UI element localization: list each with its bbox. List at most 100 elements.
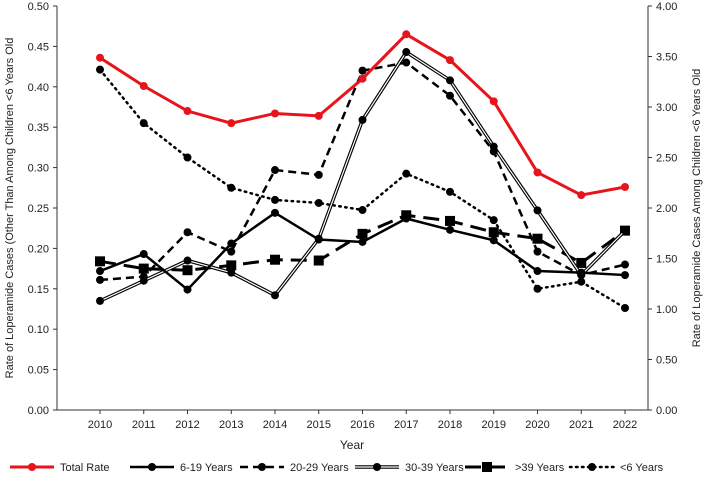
y-tick-label: 0.20: [28, 243, 49, 255]
data-point: [183, 153, 192, 162]
x-axis-label: Year: [340, 438, 364, 452]
data-point: [314, 235, 323, 244]
legend-item: >39 Years: [465, 462, 565, 474]
data-point: [358, 66, 367, 75]
x-tick-label: 2022: [613, 419, 637, 431]
data-point: [139, 81, 148, 90]
data-point: [314, 198, 323, 207]
data-point: [227, 247, 236, 256]
data-point: [271, 208, 279, 217]
data-point: [533, 284, 542, 293]
y-tick-label: 0.50: [28, 1, 49, 13]
legend-marker: [258, 463, 266, 471]
series-6-19-years: [96, 208, 629, 294]
y-tick-label: 0.05: [28, 365, 49, 377]
data-point: [533, 247, 542, 256]
legend-marker: [373, 463, 381, 471]
y-tick-label: 0.15: [28, 284, 49, 296]
data-point: [621, 260, 629, 269]
x-tick-label: 2020: [525, 419, 549, 431]
legend-label: 6-19 Years: [180, 462, 233, 474]
data-point: [96, 267, 104, 276]
series-20-29-years: [96, 58, 629, 284]
data-point: [577, 191, 586, 200]
y-tick-label: 0.45: [28, 41, 49, 53]
legend-item: 30-39 Years: [355, 462, 464, 474]
legend-label: Total Rate: [60, 462, 110, 474]
data-point: [621, 303, 629, 312]
y2-tick-label: 1.50: [656, 254, 677, 266]
data-point: [227, 239, 236, 248]
series-line: [99, 32, 626, 197]
data-point: [576, 257, 587, 268]
data-point: [139, 272, 148, 281]
data-point: [96, 275, 104, 284]
data-point: [489, 147, 498, 156]
x-tick-label: 2015: [307, 419, 331, 431]
legend-item: Total Rate: [10, 462, 110, 474]
data-point: [139, 250, 148, 259]
data-point: [227, 268, 236, 277]
data-point: [402, 214, 411, 223]
data-point: [314, 170, 323, 179]
x-tick-label: 2014: [263, 419, 287, 431]
data-point: [357, 228, 368, 239]
series--6-years: [96, 65, 629, 312]
data-point: [577, 277, 586, 286]
y2-tick-label: 2.50: [656, 153, 677, 165]
data-point: [139, 119, 148, 128]
data-point: [446, 76, 454, 85]
y-tick-label: 0.35: [28, 122, 49, 134]
data-point: [182, 265, 193, 276]
x-tick-label: 2017: [394, 419, 418, 431]
y2-tick-label: 3.50: [656, 52, 677, 64]
data-point: [446, 187, 454, 196]
x-tick-label: 2019: [482, 419, 506, 431]
data-point: [489, 236, 498, 245]
x-tick-label: 2016: [350, 419, 374, 431]
data-point: [533, 267, 542, 276]
data-point: [358, 74, 367, 83]
legend-marker: [28, 463, 36, 471]
x-tick-label: 2013: [219, 419, 243, 431]
data-point: [314, 111, 323, 120]
data-point: [96, 296, 104, 305]
y-tick-label: 0.40: [28, 82, 49, 94]
data-point: [358, 237, 367, 246]
data-point: [446, 91, 454, 100]
legend-marker: [588, 463, 596, 471]
legend-label: >39 Years: [515, 462, 565, 474]
data-point: [445, 215, 455, 226]
data-point: [489, 216, 498, 225]
legend-item: <6 Years: [568, 462, 664, 474]
data-point: [96, 65, 104, 74]
data-point: [96, 53, 104, 62]
data-point: [271, 166, 279, 175]
y2-tick-label: 3.00: [656, 102, 677, 114]
x-tick-label: 2010: [88, 419, 112, 431]
y2-tick-label: 2.00: [656, 203, 677, 215]
y-tick-label: 0.00: [28, 405, 49, 417]
legend-label: <6 Years: [620, 462, 664, 474]
data-point: [402, 30, 411, 39]
y2-tick-label: 1.00: [656, 304, 677, 316]
data-point: [446, 225, 454, 234]
y-tick-label: 0.25: [28, 203, 49, 215]
data-point: [313, 255, 324, 266]
x-tick-label: 2012: [175, 419, 199, 431]
y-tick-label: 0.10: [28, 324, 49, 336]
y2-axis-label: Rate of Loperamide Cases Among Children …: [691, 69, 703, 348]
legend-label: 30-39 Years: [405, 462, 464, 474]
data-point: [358, 115, 367, 124]
data-point: [489, 97, 498, 106]
x-tick-label: 2018: [438, 419, 462, 431]
data-point: [532, 233, 543, 244]
y2-tick-label: 0.50: [656, 355, 677, 367]
series-30-39-years: [96, 48, 629, 305]
data-point: [183, 256, 192, 265]
data-point: [402, 48, 411, 57]
y2-tick-label: 0.00: [656, 405, 677, 417]
data-point: [227, 119, 236, 128]
data-point: [138, 263, 149, 274]
